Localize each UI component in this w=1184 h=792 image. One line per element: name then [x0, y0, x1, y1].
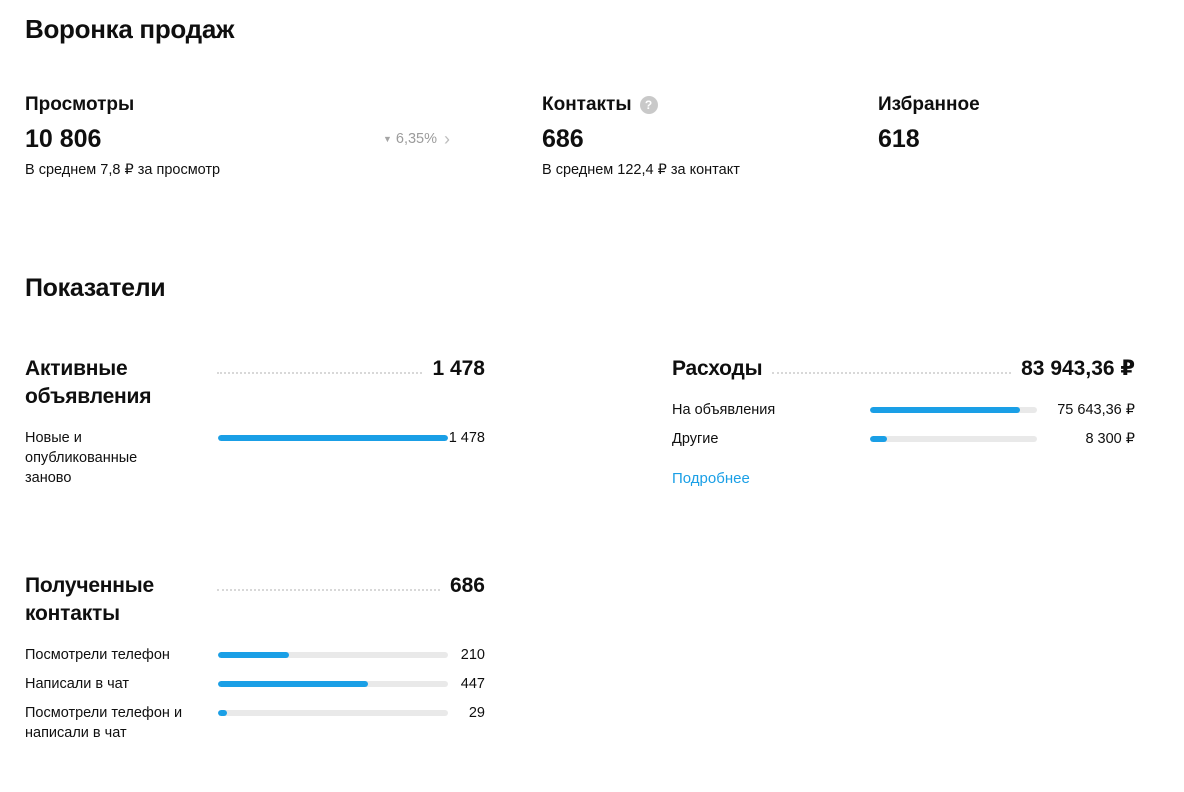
- metric-card-contacts: Контакты ? 686 В среднем 122,4 ₽ за конт…: [542, 93, 878, 180]
- progress-bar: [218, 681, 448, 687]
- metric-card-favorites: Избранное 618: [878, 93, 1135, 180]
- metrics-right-column: Расходы 83 943,36 ₽ На объявления 75 643…: [672, 355, 1135, 752]
- stat-row-label: Посмотрели телефон и написали в чат: [25, 705, 183, 741]
- metric-favorites-label: Избранное: [878, 94, 980, 115]
- funnel-metrics-row: Просмотры 10 806 ▼ 6,35% › В среднем 7,8…: [25, 93, 1135, 180]
- stat-row-label: Посмотрели телефон: [25, 647, 170, 663]
- metric-contacts-subtext: В среднем 122,4 ₽ за контакт: [542, 162, 740, 178]
- active-listings-total: 1 478: [432, 357, 485, 380]
- dotted-leader: [772, 355, 1012, 374]
- stat-row: Другие 8 300 ₽: [672, 429, 1135, 449]
- stat-row-label: На объявления: [672, 402, 776, 418]
- stat-row-label: Другие: [672, 431, 719, 447]
- received-contacts-total: 686: [449, 574, 485, 597]
- help-icon[interactable]: ?: [639, 96, 658, 114]
- expenses-title: Расходы: [672, 357, 763, 380]
- progress-bar-fill: [218, 435, 448, 441]
- stat-row-value: 210: [460, 647, 485, 663]
- page-title: Воронка продаж: [25, 14, 235, 44]
- dotted-leader: [217, 355, 423, 374]
- expenses-total: 83 943,36 ₽: [1021, 357, 1135, 380]
- progress-bar-fill: [870, 436, 887, 442]
- chevron-right-icon: ›: [444, 129, 450, 149]
- stat-row-label: Новые и опубликованные заново: [25, 430, 138, 486]
- section-expenses: Расходы 83 943,36 ₽ На объявления 75 643…: [672, 355, 1135, 488]
- section-active-listings: Активные объявления 1 478 Новые и опубли…: [25, 355, 485, 488]
- progress-bar-fill: [870, 407, 1021, 413]
- progress-bar: [218, 652, 448, 658]
- progress-bar-fill: [218, 681, 368, 687]
- progress-bar-fill: [218, 652, 290, 658]
- metric-contacts-value: 686: [542, 125, 584, 153]
- expenses-more-link[interactable]: Подробнее: [672, 470, 750, 487]
- stat-row: Посмотрели телефон и написали в чат 29: [25, 703, 485, 743]
- progress-bar: [218, 435, 448, 441]
- section-received-contacts: Полученные контакты 686 Посмотрели телеф…: [25, 572, 485, 743]
- stat-row-value: 8 300 ₽: [1085, 431, 1135, 447]
- progress-bar-fill: [218, 710, 228, 716]
- progress-bar: [870, 436, 1037, 442]
- progress-bar: [870, 407, 1037, 413]
- dotted-leader: [217, 572, 440, 591]
- metric-views-label: Просмотры: [25, 94, 135, 115]
- metrics-section-title: Показатели: [25, 274, 166, 302]
- stat-row-value: 447: [460, 676, 485, 692]
- views-change-value: 6,35%: [395, 131, 437, 147]
- metric-views-value: 10 806: [25, 125, 102, 153]
- stat-row: Посмотрели телефон 210: [25, 645, 485, 665]
- stat-row: Написали в чат 447: [25, 674, 485, 694]
- down-triangle-icon: ▼: [382, 134, 392, 144]
- progress-bar: [218, 710, 448, 716]
- stat-row-value: 29: [468, 705, 485, 721]
- stat-row-value: 75 643,36 ₽: [1057, 402, 1135, 418]
- stat-row-value: 1 478: [448, 430, 485, 446]
- metric-card-views: Просмотры 10 806 ▼ 6,35% › В среднем 7,8…: [25, 93, 542, 180]
- stat-row-label: Написали в чат: [25, 676, 130, 692]
- metrics-left-column: Активные объявления 1 478 Новые и опубли…: [25, 355, 485, 752]
- received-contacts-title: Полученные контакты: [25, 574, 154, 625]
- active-listings-title: Активные объявления: [25, 357, 152, 408]
- metric-favorites-value: 618: [878, 125, 920, 153]
- stat-row: Новые и опубликованные заново 1 478: [25, 428, 485, 488]
- metric-views-subtext: В среднем 7,8 ₽ за просмотр: [25, 162, 221, 178]
- stat-row: На объявления 75 643,36 ₽: [672, 400, 1135, 420]
- metrics-columns: Активные объявления 1 478 Новые и опубли…: [25, 355, 1135, 752]
- metric-contacts-label: Контакты: [542, 94, 632, 115]
- views-change-indicator[interactable]: ▼ 6,35% ›: [382, 129, 450, 149]
